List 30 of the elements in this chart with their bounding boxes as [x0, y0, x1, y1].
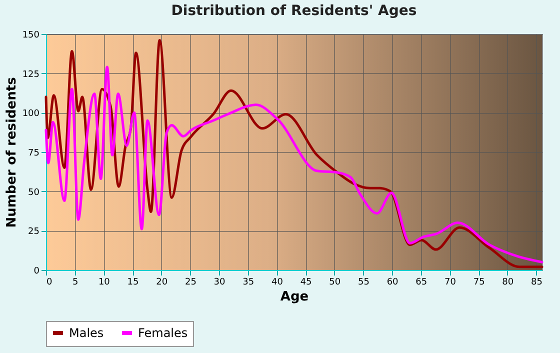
x-tick-label: 45 — [300, 278, 312, 288]
legend-label: Females — [138, 326, 188, 340]
x-tick-label: 50 — [329, 278, 341, 288]
y-tick-label: 25 — [28, 227, 40, 238]
x-tick-label: 40 — [271, 278, 284, 288]
x-tick-label: 10 — [98, 278, 110, 288]
x-tick-label: 75 — [473, 278, 485, 288]
x-tick-label: 30 — [214, 278, 226, 288]
legend-label: Males — [69, 326, 104, 340]
x-tick-label: 5 — [72, 278, 78, 288]
y-tick-label: 75 — [28, 148, 40, 158]
x-tick-label: 65 — [416, 278, 428, 288]
x-tick-label: 25 — [184, 278, 196, 288]
x-tick-label: 70 — [444, 278, 456, 288]
x-tick-label: 85 — [531, 278, 542, 288]
x-tick-label: 35 — [242, 278, 254, 288]
x-tick-label: 80 — [502, 278, 514, 288]
x-tick-label: 15 — [127, 278, 139, 288]
x-tick-label: 55 — [358, 278, 370, 288]
y-tick-label: 50 — [28, 188, 40, 198]
y-tick-label: 0 — [34, 266, 40, 276]
y-tick-label: 125 — [22, 70, 40, 80]
chart-title: Distribution of Residents' Ages — [171, 3, 417, 19]
x-tick-label: 20 — [156, 278, 168, 288]
y-tick-label: 100 — [22, 109, 40, 120]
x-tick-label: 60 — [386, 278, 399, 288]
x-tick-label: 0 — [46, 278, 52, 288]
y-tick-label: 150 — [22, 30, 40, 40]
y-axis-title: Number of residents — [4, 76, 20, 228]
x-axis-title: Age — [280, 290, 309, 304]
